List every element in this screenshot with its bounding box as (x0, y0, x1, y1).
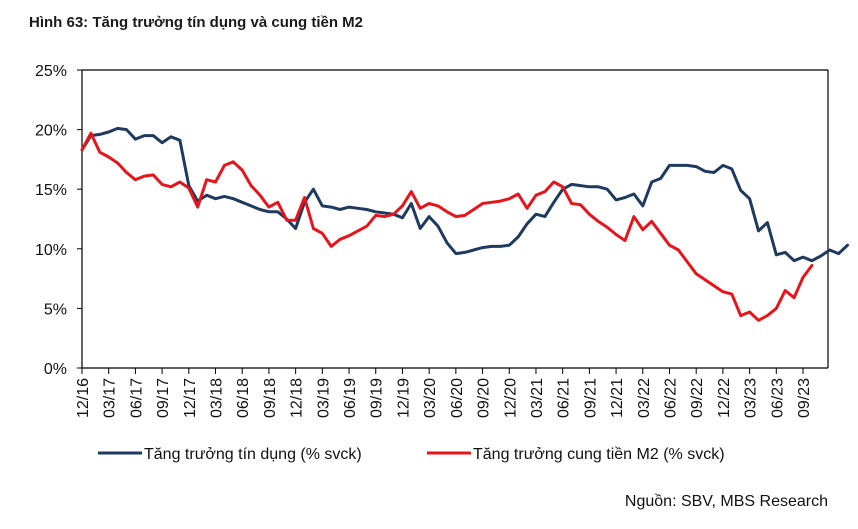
x-tick-label: 06/21 (556, 378, 573, 418)
x-tick-label: 12/19 (395, 378, 412, 418)
chart-title: Hình 63: Tăng trưởng tín dụng và cung ti… (29, 14, 364, 31)
x-tick-label: 12/17 (182, 378, 199, 418)
legend: Tăng trưởng tín dụng (% svck) Tăng trưởng… (98, 446, 725, 463)
x-tick-label: 06/18 (235, 378, 252, 418)
source-note: Nguồn: SBV, MBS Research (624, 493, 828, 510)
y-tick-label: 20% (35, 123, 67, 140)
x-tick-label: 09/21 (582, 378, 599, 418)
x-tick-label: 12/16 (75, 378, 92, 418)
y-tick-label: 10% (35, 242, 67, 259)
x-tick-label: 09/19 (369, 378, 386, 418)
x-tick-label: 06/19 (342, 378, 359, 418)
x-tick-label: 03/19 (315, 378, 332, 418)
x-tick-label: 03/21 (529, 378, 546, 418)
legend-label-m2: Tăng trưởng cung tiền M2 (% svck) (473, 446, 725, 463)
y-tick-label: 25% (35, 63, 67, 80)
legend-label-credit: Tăng trưởng tín dụng (% svck) (144, 446, 362, 463)
x-tick-label: 03/22 (636, 378, 653, 418)
x-tick-label: 06/17 (128, 378, 145, 418)
x-tick-label: 12/21 (609, 378, 626, 418)
series-credit-growth-line (80, 126, 849, 263)
x-tick-label: 06/22 (662, 378, 679, 418)
x-tick-label: 09/17 (155, 378, 172, 418)
x-tick-label: 09/20 (476, 378, 493, 418)
x-tick-label: 09/23 (796, 378, 813, 418)
x-tick-label: 12/22 (716, 378, 733, 418)
x-tick-label: 06/23 (769, 378, 786, 418)
y-tick-label: 15% (35, 182, 67, 199)
x-tick-label: 06/20 (449, 378, 466, 418)
y-tick-label: 5% (44, 301, 67, 318)
x-tick-label: 03/20 (422, 378, 439, 418)
y-tick-label: 0% (44, 361, 67, 378)
y-axis: 0% 5% 10% 15% 20% 25% (35, 63, 82, 378)
x-tick-label: 12/20 (502, 378, 519, 418)
x-tick-label: 09/18 (262, 378, 279, 418)
plot-frame (81, 69, 829, 369)
x-tick-label: 03/18 (209, 378, 226, 418)
x-tick-label: 03/23 (743, 378, 760, 418)
series-m2-growth-line (80, 131, 814, 322)
series-layer (80, 126, 849, 322)
x-tick-label: 03/17 (102, 378, 119, 418)
x-tick-label: 12/18 (289, 378, 306, 418)
x-tick-label: 09/22 (689, 378, 706, 418)
x-axis: 12/16 03/17 06/17 09/17 12/17 03/18 06/18 09/18… (75, 368, 813, 418)
